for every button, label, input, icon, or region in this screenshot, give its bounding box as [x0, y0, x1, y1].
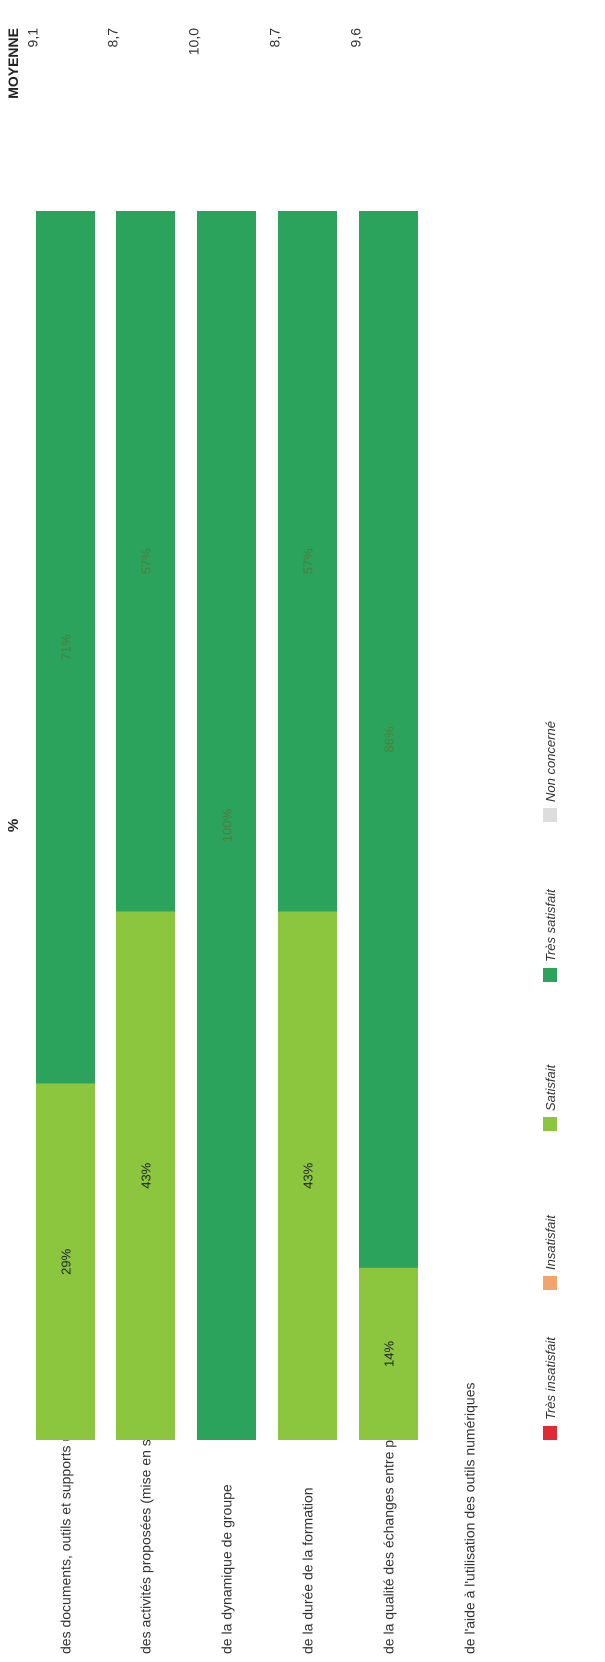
category-label: de l'aide à l'utilisation des outils num… — [462, 1382, 478, 1654]
mean-value: 8,7 — [105, 28, 121, 48]
legend-label: Très insatisfait — [543, 1336, 558, 1420]
bar-segment-satisfait — [116, 911, 175, 1440]
bar-segment-satisfait — [36, 1083, 95, 1440]
category-label: des documents, outils et supports utilis… — [58, 1399, 74, 1654]
bar-segment-tr-s-satisfait — [278, 211, 337, 912]
bar-segment-satisfait — [359, 1267, 418, 1440]
mean-header: MOYENNE — [5, 28, 21, 99]
rotated-chart-group: % MOYENNE des documents, outils et support… — [5, 28, 558, 1654]
data-label: 100% — [220, 808, 235, 842]
legend-swatch — [543, 968, 557, 982]
legend-swatch — [543, 808, 557, 822]
bar-segment-satisfait — [278, 911, 337, 1440]
bar-segment-tr-s-satisfait — [116, 211, 175, 912]
bar-segment-tr-s-satisfait — [36, 211, 95, 1084]
data-label: 57% — [301, 548, 316, 574]
mean-value: 9,6 — [348, 28, 364, 48]
mean-value: 10,0 — [186, 28, 202, 55]
legend-label: Insatisfait — [543, 1214, 558, 1270]
mean-value: 8,7 — [267, 28, 283, 48]
data-label: 43% — [301, 1162, 316, 1188]
bar-segment-tr-s-satisfait — [359, 211, 418, 1268]
data-label: 71% — [59, 634, 74, 660]
category-label: de la qualité des échanges entre partici… — [381, 1376, 397, 1654]
legend-label: Non concerné — [543, 721, 558, 802]
data-label: 29% — [59, 1248, 74, 1274]
bar-segment-tr-s-satisfait — [197, 211, 256, 1440]
legend-swatch — [543, 1117, 557, 1131]
data-label: 14% — [382, 1341, 397, 1367]
data-label: 57% — [139, 548, 154, 574]
category-label: de la dynamique de groupe — [219, 1484, 235, 1654]
legend-swatch — [543, 1276, 557, 1290]
x-axis-label: % — [5, 819, 22, 832]
mean-value: 9,1 — [25, 28, 41, 48]
legend-label: Très satisfait — [543, 888, 558, 962]
category-label: de la durée de la formation — [300, 1487, 316, 1654]
legend-swatch — [543, 1426, 557, 1440]
data-label: 43% — [139, 1162, 154, 1188]
legend-label: Satisfait — [543, 1063, 558, 1111]
data-label: 86% — [382, 726, 397, 752]
